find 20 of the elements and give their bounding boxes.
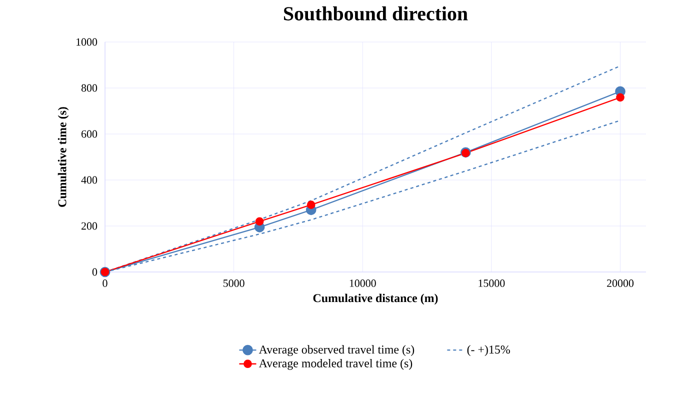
y-tick-label: 0 — [92, 268, 98, 276]
x-axis-title: Cumulative distance (m) — [313, 294, 438, 305]
legend-label: Average observed travel time (s) — [258, 345, 414, 356]
x-tick-label: 5000 — [223, 280, 244, 287]
y-tick-label: 600 — [82, 130, 98, 138]
y-tick-label: 400 — [81, 176, 98, 184]
y-tick-label: 800 — [81, 84, 98, 92]
x-tick-label: 0 — [102, 280, 108, 287]
x-tick-label: 20000 — [607, 280, 634, 287]
y-axis-title: Cumulative time (s) — [58, 107, 69, 207]
y-tick-label: 200 — [82, 222, 98, 230]
x-tick-label: 10000 — [350, 280, 376, 287]
legend-label: Average modeled travel time (s) — [258, 358, 412, 370]
y-tick-label: 1000 — [76, 38, 98, 46]
point — [306, 200, 316, 210]
legend-label: (- +)15% — [467, 345, 510, 356]
chart-title: Southbound direction — [284, 6, 468, 21]
x-tick-label: 15000 — [478, 280, 505, 287]
point — [255, 217, 264, 226]
point — [616, 93, 624, 102]
